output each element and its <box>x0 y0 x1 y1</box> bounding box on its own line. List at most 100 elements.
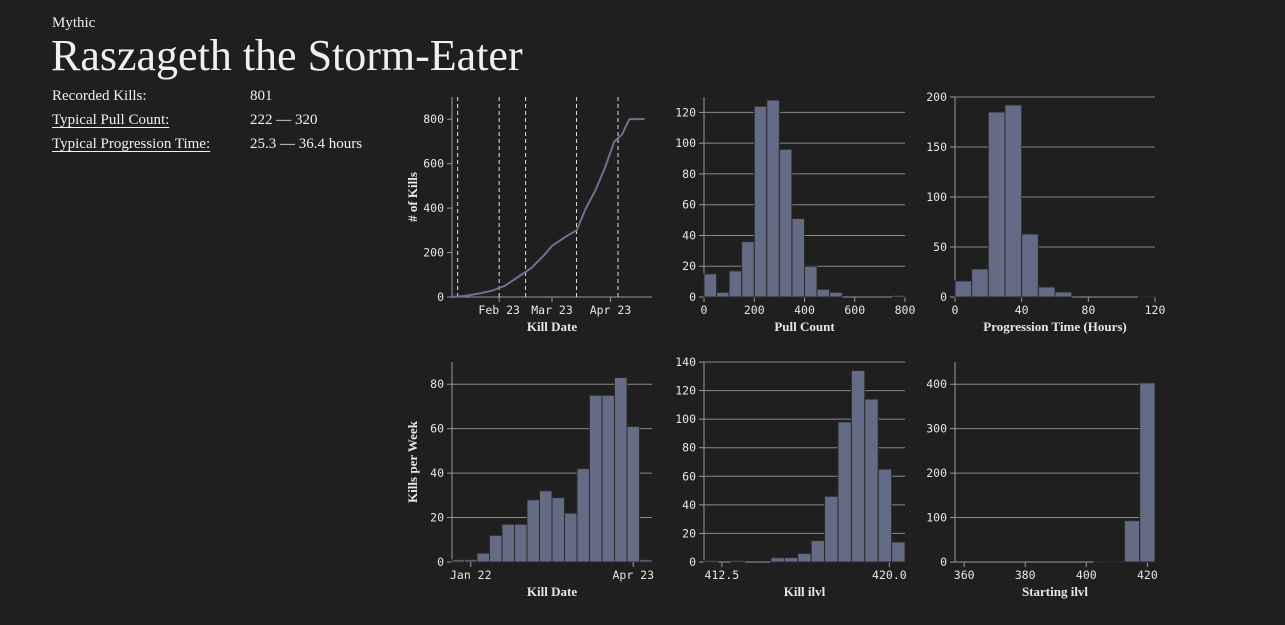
x-tick-label: 360 <box>954 568 975 582</box>
x-tick-label: Apr 23 <box>590 303 632 317</box>
stats: Recorded Kills: 801 Typical Pull Count: 22… <box>52 88 372 160</box>
x-axis-title: Kill ilvl <box>784 584 826 599</box>
bar <box>576 468 590 563</box>
y-tick-label: 60 <box>430 422 444 436</box>
y-tick-label: 300 <box>926 422 947 436</box>
stat-row: Typical Progression Time: 25.3 — 36.4 hou… <box>52 136 372 160</box>
bar <box>464 559 478 563</box>
y-axis-title: Kills per Week <box>405 420 420 503</box>
bar <box>791 218 805 298</box>
y-tick-label: 0 <box>689 555 696 569</box>
bar <box>514 523 528 563</box>
bar <box>954 280 973 298</box>
x-tick-label: 120 <box>1145 303 1166 317</box>
x-axis-title: Pull Count <box>774 319 835 334</box>
x-tick-label: 600 <box>844 303 865 317</box>
stat-value: 801 <box>250 88 273 104</box>
x-tick-label: 420 <box>1137 568 1158 582</box>
bar <box>626 425 640 563</box>
bar <box>703 273 718 298</box>
bar <box>1054 291 1073 298</box>
y-tick-label: 40 <box>682 498 696 512</box>
y-tick-label: 0 <box>940 290 947 304</box>
bar <box>1108 560 1125 563</box>
bar <box>804 265 818 298</box>
y-tick-label: 40 <box>682 228 696 242</box>
bar <box>783 557 799 563</box>
bar <box>639 559 653 563</box>
bar <box>770 557 785 563</box>
bar <box>551 497 565 563</box>
bar <box>864 398 879 563</box>
x-tick-label: Mar 23 <box>531 303 573 317</box>
bar <box>850 370 866 563</box>
y-tick-label: 400 <box>423 201 444 215</box>
bar <box>829 291 843 298</box>
bar <box>1137 295 1156 298</box>
y-tick-label: 400 <box>926 377 947 391</box>
bar <box>451 559 465 563</box>
y-tick-label: 100 <box>926 190 947 204</box>
bar <box>589 394 603 563</box>
bar <box>816 288 831 298</box>
bar <box>891 541 906 563</box>
bar <box>1139 382 1156 563</box>
difficulty: Mythic <box>52 15 96 31</box>
bar <box>501 523 515 563</box>
y-tick-label: 150 <box>926 140 947 154</box>
bar <box>614 377 628 563</box>
boss-title: Raszageth the Storm-Eater <box>51 31 523 80</box>
stat-label[interactable]: Typical Progression Time: <box>52 136 211 152</box>
bar <box>601 394 615 563</box>
y-tick-label: 20 <box>430 511 444 525</box>
bar <box>741 241 755 298</box>
y-tick-label: 60 <box>682 469 696 483</box>
x-axis-title: Starting ilvl <box>1022 584 1088 599</box>
bar <box>716 291 730 298</box>
bar <box>797 552 812 563</box>
bar <box>810 540 826 563</box>
bar <box>824 495 839 563</box>
bar <box>1004 104 1023 298</box>
stat-label: Recorded Kills: <box>52 88 147 104</box>
x-tick-label: Jan 22 <box>450 568 492 582</box>
bar <box>1123 520 1141 563</box>
y-tick-label: 0 <box>689 290 696 304</box>
y-tick-label: 140 <box>675 355 696 369</box>
x-tick-label: 412.5 <box>705 568 740 582</box>
bar <box>703 560 718 563</box>
kills-line <box>451 118 645 298</box>
stat-row: Typical Pull Count: 222 — 320 <box>52 112 372 136</box>
bar <box>837 421 852 563</box>
stat-label[interactable]: Typical Pull Count: <box>52 112 170 128</box>
y-tick-label: 80 <box>682 167 696 181</box>
bar <box>987 111 1006 298</box>
x-tick-label: Apr 23 <box>612 568 654 582</box>
bar <box>539 490 553 563</box>
bar <box>778 148 793 298</box>
x-tick-label: 800 <box>895 303 916 317</box>
y-tick-label: 200 <box>926 466 947 480</box>
y-tick-label: 600 <box>423 157 444 171</box>
y-axis-title: # of Kills <box>405 172 420 222</box>
bar <box>1021 233 1039 298</box>
stat-value: 222 — 320 <box>250 112 318 128</box>
x-tick-label: 400 <box>1076 568 1097 582</box>
y-tick-label: 40 <box>430 466 444 480</box>
y-tick-label: 100 <box>675 412 696 426</box>
x-tick-label: 380 <box>1015 568 1036 582</box>
y-tick-label: 0 <box>437 290 444 304</box>
y-tick-label: 100 <box>926 511 947 525</box>
x-tick-label: 80 <box>1081 303 1095 317</box>
y-tick-label: 80 <box>682 441 696 455</box>
x-tick-label: 400 <box>794 303 815 317</box>
x-tick-label: 200 <box>744 303 765 317</box>
y-tick-label: 0 <box>940 555 947 569</box>
bar <box>1037 286 1056 298</box>
bar <box>730 560 745 563</box>
x-tick-label: 40 <box>1015 303 1029 317</box>
bar <box>766 99 780 298</box>
x-tick-label: 0 <box>952 303 959 317</box>
